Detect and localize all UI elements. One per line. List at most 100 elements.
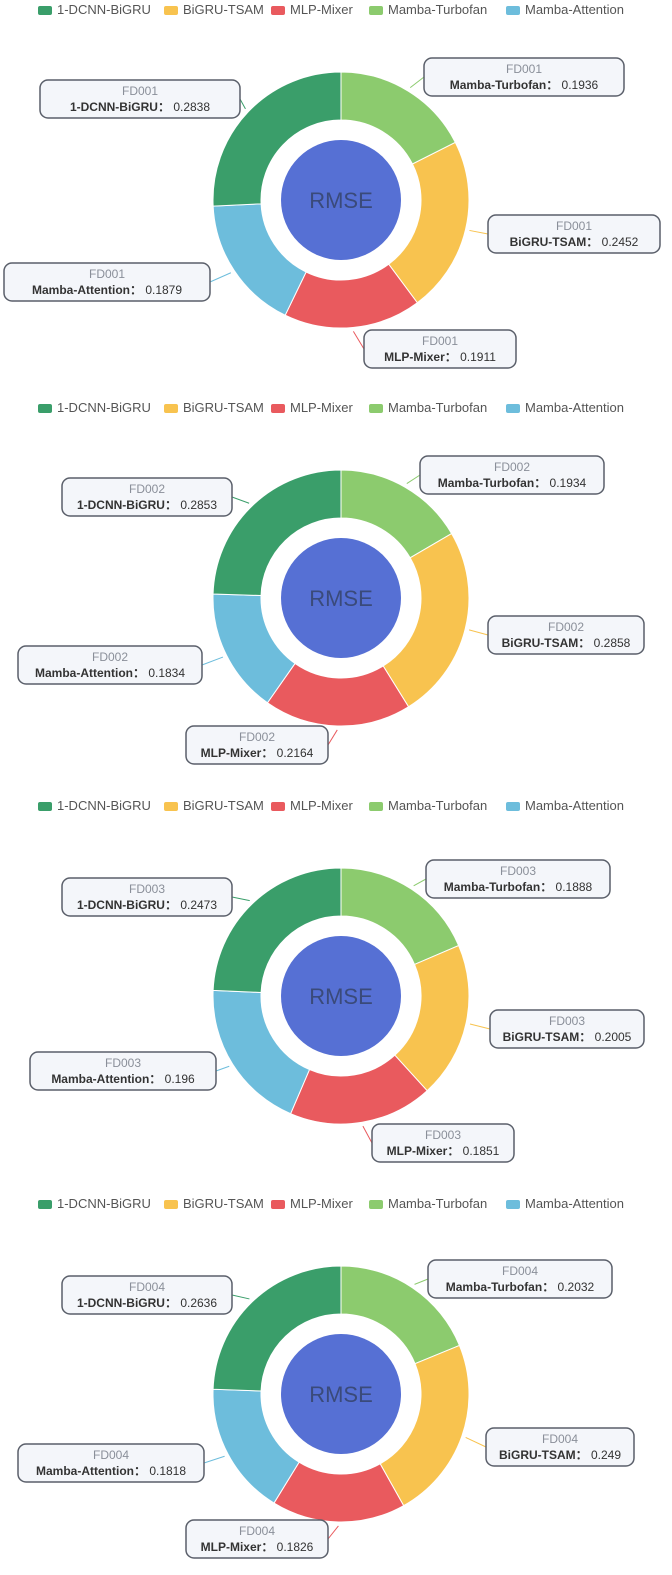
legend-swatch-mamba-attention <box>506 1200 520 1209</box>
label-box-mamba-turbofan <box>425 859 611 899</box>
label-series-mamba-turbofan: FD003 <box>500 864 536 878</box>
label-series-mamba-attention: FD003 <box>105 1056 141 1070</box>
legend-item-1-dcnn-bigru: 1-DCNN-BiGRU <box>57 798 151 813</box>
legend-swatch-mamba-attention <box>506 6 520 15</box>
label-value-mamba-turbofan: Mamba-Turbofan： 0.2032 <box>446 1280 595 1294</box>
label-value-1-dcnn-bigru: 1-DCNN-BiGRU： 0.2636 <box>77 1296 217 1310</box>
leader-line-1-dcnn-bigru <box>231 496 250 504</box>
legend-item-mamba-attention: Mamba-Attention <box>525 2 624 17</box>
label-box-mamba-turbofan <box>427 1259 613 1299</box>
label-series-mamba-turbofan: FD002 <box>494 460 530 474</box>
label-series-bigru-tsam: FD001 <box>556 219 592 233</box>
leader-line-mamba-turbofan <box>414 1278 429 1285</box>
label-value-bigru-tsam: BiGRU-TSAM： 0.2452 <box>510 235 639 249</box>
center-circle <box>281 936 401 1056</box>
slice-1-dcnn-bigru <box>212 71 342 207</box>
label-value-1-dcnn-bigru: 1-DCNN-BiGRU： 0.2838 <box>70 100 210 114</box>
label-value-mlp-mixer: MLP-Mixer： 0.1826 <box>201 1540 314 1554</box>
legend-item-mamba-turbofan: Mamba-Turbofan <box>388 2 487 17</box>
label-box-mlp-mixer <box>185 725 329 765</box>
label-series-mamba-turbofan: FD004 <box>502 1264 538 1278</box>
label-series-bigru-tsam: FD004 <box>542 1432 578 1446</box>
label-box-bigru-tsam <box>485 1427 635 1467</box>
leader-line-1-dcnn-bigru <box>231 1294 250 1300</box>
label-series-mlp-mixer: FD004 <box>239 1524 275 1538</box>
leader-line-mlp-mixer <box>327 729 338 746</box>
label-box-1-dcnn-bigru <box>61 1275 233 1315</box>
legend-swatch-mamba-turbofan <box>369 802 383 811</box>
legend-swatch-mlp-mixer <box>271 404 285 413</box>
leader-line-bigru-tsam <box>468 629 489 636</box>
legend-item-mamba-attention: Mamba-Attention <box>525 400 624 415</box>
center-label: RMSE <box>309 188 373 213</box>
legend-swatch-mlp-mixer <box>271 6 285 15</box>
label-series-1-dcnn-bigru: FD004 <box>129 1280 165 1294</box>
leader-line-bigru-tsam <box>469 229 489 235</box>
label-box-1-dcnn-bigru <box>61 877 233 917</box>
legend-item-bigru-tsam: BiGRU-TSAM <box>183 2 264 17</box>
center-label: RMSE <box>309 586 373 611</box>
legend-item-bigru-tsam: BiGRU-TSAM <box>183 1196 264 1211</box>
legend-swatch-mamba-turbofan <box>369 6 383 15</box>
leader-line-mlp-mixer <box>362 1125 373 1144</box>
legend-swatch-1-dcnn-bigru <box>38 1200 52 1209</box>
label-series-mlp-mixer: FD003 <box>425 1128 461 1142</box>
legend-item-1-dcnn-bigru: 1-DCNN-BiGRU <box>57 400 151 415</box>
leader-line-mlp-mixer <box>327 1525 339 1540</box>
label-series-mamba-attention: FD001 <box>89 267 125 281</box>
legend-item-mamba-attention: Mamba-Attention <box>525 798 624 813</box>
legend-item-mamba-attention: Mamba-Attention <box>525 1196 624 1211</box>
label-box-mamba-attention <box>29 1051 217 1091</box>
label-value-mlp-mixer: MLP-Mixer： 0.1911 <box>384 350 496 364</box>
chart-fd002: 1-DCNN-BiGRU BiGRU-TSAM MLP-Mixer Mamba-Tur… <box>17 400 645 765</box>
label-box-mamba-turbofan <box>419 455 605 495</box>
leader-line-mamba-turbofan <box>406 474 421 484</box>
legend-swatch-mlp-mixer <box>271 802 285 811</box>
label-series-1-dcnn-bigru: FD003 <box>129 882 165 896</box>
leader-line-1-dcnn-bigru <box>231 896 250 902</box>
label-value-bigru-tsam: BiGRU-TSAM： 0.2005 <box>503 1030 632 1044</box>
label-value-mamba-turbofan: Mamba-Turbofan： 0.1934 <box>438 476 587 490</box>
leader-line-bigru-tsam <box>469 1023 491 1030</box>
legend-item-1-dcnn-bigru: 1-DCNN-BiGRU <box>57 2 151 17</box>
label-value-mamba-turbofan: Mamba-Turbofan： 0.1936 <box>450 78 599 92</box>
label-value-mamba-attention: Mamba-Attention： 0.1834 <box>35 666 185 680</box>
slice-1-dcnn-bigru <box>212 1265 342 1392</box>
center-circle <box>281 538 401 658</box>
center-label: RMSE <box>309 1382 373 1407</box>
label-box-bigru-tsam <box>487 615 645 655</box>
center-circle <box>281 1334 401 1454</box>
label-box-bigru-tsam <box>487 214 661 254</box>
legend-swatch-mlp-mixer <box>271 1200 285 1209</box>
label-series-bigru-tsam: FD002 <box>548 620 584 634</box>
label-series-bigru-tsam: FD003 <box>549 1014 585 1028</box>
legend-item-bigru-tsam: BiGRU-TSAM <box>183 798 264 813</box>
label-series-1-dcnn-bigru: FD002 <box>129 482 165 496</box>
leader-line-bigru-tsam <box>465 1436 487 1448</box>
label-box-mamba-attention <box>3 262 211 302</box>
label-series-mlp-mixer: FD002 <box>239 730 275 744</box>
label-value-bigru-tsam: BiGRU-TSAM： 0.249 <box>499 1448 621 1462</box>
label-box-1-dcnn-bigru <box>39 79 241 119</box>
label-value-mlp-mixer: MLP-Mixer： 0.2164 <box>201 746 314 760</box>
legend-item-1-dcnn-bigru: 1-DCNN-BiGRU <box>57 1196 151 1211</box>
label-value-mlp-mixer: MLP-Mixer： 0.1851 <box>387 1144 500 1158</box>
center-label: RMSE <box>309 984 373 1009</box>
slice-bigru-tsam <box>387 141 470 304</box>
label-series-mlp-mixer: FD001 <box>422 334 458 348</box>
label-box-mlp-mixer <box>185 1519 329 1559</box>
legend-item-mamba-turbofan: Mamba-Turbofan <box>388 400 487 415</box>
slice-1-dcnn-bigru <box>212 469 342 597</box>
legend-swatch-bigru-tsam <box>164 404 178 413</box>
label-value-1-dcnn-bigru: 1-DCNN-BiGRU： 0.2853 <box>77 498 217 512</box>
label-box-mamba-turbofan <box>423 57 625 97</box>
legend-item-mamba-turbofan: Mamba-Turbofan <box>388 798 487 813</box>
label-series-mamba-turbofan: FD001 <box>506 62 542 76</box>
label-box-mlp-mixer <box>363 329 517 369</box>
leader-line-1-dcnn-bigru <box>239 98 246 110</box>
legend-swatch-mamba-turbofan <box>369 1200 383 1209</box>
label-series-1-dcnn-bigru: FD001 <box>122 84 158 98</box>
slice-1-dcnn-bigru <box>212 867 342 994</box>
